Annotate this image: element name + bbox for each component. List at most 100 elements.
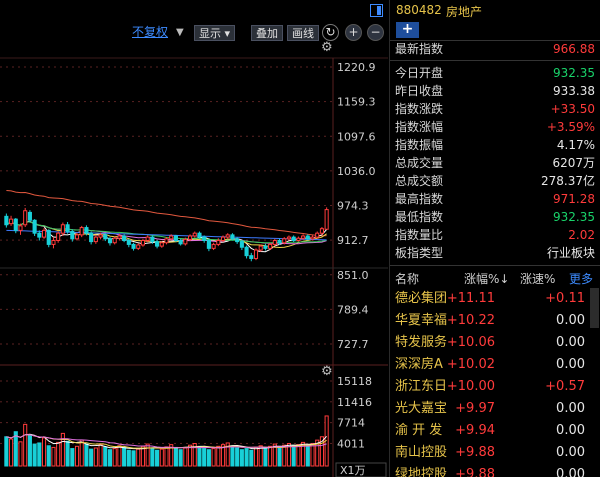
candle-body [310,236,315,240]
stock-speed: 0.00 [556,313,585,328]
candle-body [220,236,226,241]
candle-body [84,227,89,234]
draw-line-button[interactable]: 画线 [287,25,319,41]
stock-name: 南山控股 [395,445,448,460]
stock-speed: 0.00 [556,335,585,350]
volume-bar [258,445,263,467]
candle-body [70,231,75,240]
candle-body [150,236,155,243]
stock-speed: +0.11 [545,291,585,306]
stat-row: 总成交额 278.37亿 [390,172,600,190]
candle-body [315,232,320,238]
volume-bar [249,449,254,467]
stat-row: 今日开盘 932.35 [390,64,600,82]
stock-list-row[interactable]: 南山控股 +9.88 0.00 [390,442,600,464]
stat-label: 指数量比 [395,228,444,242]
stat-label: 最低指数 [395,210,444,224]
volume-tick-label: 4011 [337,437,365,450]
price-chart-settings-gear-icon[interactable]: ⚙ [321,40,333,55]
stock-list-row[interactable]: 绿地控股 +9.88 0.00 [390,464,600,477]
stock-speed: 0.00 [556,467,585,477]
volume-bar [277,446,282,467]
candle-body [103,234,108,240]
adjust-mode-link[interactable]: 不复权 [132,25,169,39]
candle-body [305,235,310,240]
candle-body [169,235,174,240]
list-scrollbar[interactable] [590,288,599,328]
price-tick-label: 1159.3 [337,96,376,109]
overlay-button[interactable]: 叠加 [251,25,283,41]
candle-body [126,239,131,245]
stat-label: 总成交额 [395,174,444,188]
volume-bar [315,439,320,467]
stock-list-row[interactable]: 华夏幸福 +10.22 0.00 [390,310,600,332]
stat-row: 指数涨跌 +33.50 [390,100,600,118]
stock-name: 深深房A [395,357,443,372]
candle-body [178,239,183,245]
display-button[interactable]: 显示 ▾ [194,25,236,41]
column-name-header[interactable]: 名称 [395,272,420,286]
stock-list-row[interactable]: 德必集团 +11.11 +0.11 [390,288,600,310]
volume-bar [230,445,235,467]
stat-label: 指数涨幅 [395,120,444,134]
refresh-icon[interactable]: ↻ [322,24,339,41]
volume-bar [103,446,108,467]
volume-bar [122,446,127,467]
stat-row: 最新指数 966.88 [390,40,600,58]
candle-body [41,229,47,238]
candle-body [136,244,141,249]
volume-bar [70,448,75,467]
stat-label: 昨日收盘 [395,84,444,98]
candle-body [225,234,230,238]
stock-list-row[interactable]: 深深房A +10.02 0.00 [390,354,600,376]
zoom-in-button[interactable]: + [345,24,362,41]
price-tick-label: 727.7 [337,338,369,351]
stock-change-pct: +10.02 [446,357,495,372]
column-speed-header[interactable]: 涨速% [520,272,556,286]
stock-change-pct: +9.88 [455,445,495,460]
candle-body [89,232,94,243]
candle-body [65,224,70,233]
stock-list-row[interactable]: 浙江东日 +10.00 +0.57 [390,376,600,398]
kline-chart[interactable]: 1220.9 1159.3 1097.6 1036.0 974.3 912.7 851.0 7… [0,42,388,477]
stock-name: 光大嘉宝 [395,401,448,416]
column-pct-header[interactable]: 涨幅%↓ [464,272,510,286]
adjust-mode-dropdown-icon[interactable]: ▼ [176,27,184,38]
candle-body [301,235,306,239]
panel-toggle-icon[interactable] [370,4,383,17]
candle-body [187,235,193,240]
volume-bar [32,443,37,467]
stock-list-row[interactable]: 特发服务 +10.06 0.00 [390,332,600,354]
volume-chart-settings-gear-icon[interactable]: ⚙ [321,364,333,379]
candle-body [13,218,18,231]
zoom-out-button[interactable]: − [367,24,384,41]
stock-list-row[interactable]: 渝 开 发 +9.94 0.00 [390,420,600,442]
candle-body [4,215,9,226]
stock-list-header: 名称 涨幅%↓ 涨速% 更多 [390,270,600,288]
display-button-label: 显示 [199,27,221,40]
candle-body [268,243,273,249]
volume-bar [216,445,221,467]
stat-label: 指数振幅 [395,138,444,152]
stat-value: 971.28 [553,192,595,206]
stat-label: 指数涨跌 [395,102,444,116]
volume-unit-label: X1万 [340,464,366,477]
candle-body [253,249,259,259]
candle-body [159,242,164,247]
candle-body [74,234,80,240]
stat-label: 最高指数 [395,192,444,206]
volume-bar [319,436,324,467]
stat-row: 总成交量 6207万 [390,154,600,172]
candle-body [155,241,160,247]
chart-toolbar: 不复权 ▼ 显示 ▾ 叠加 画线 ↻ + − [0,0,388,42]
more-link[interactable]: 更多 [568,272,593,286]
stock-list-row[interactable]: 光大嘉宝 +9.97 0.00 [390,398,600,420]
volume-bar [291,445,296,467]
volume-bar [178,449,183,467]
volume-tick-label: 15118 [337,375,372,388]
candle-body [319,228,324,234]
price-tick-label: 1220.9 [337,61,376,74]
index-info-panel: 880482 房地产 + 最新指数 966.88 今日开盘 932.35 昨日收盘 933… [370,0,600,477]
add-to-watchlist-button[interactable]: + [396,22,419,38]
candle-body [98,234,103,238]
